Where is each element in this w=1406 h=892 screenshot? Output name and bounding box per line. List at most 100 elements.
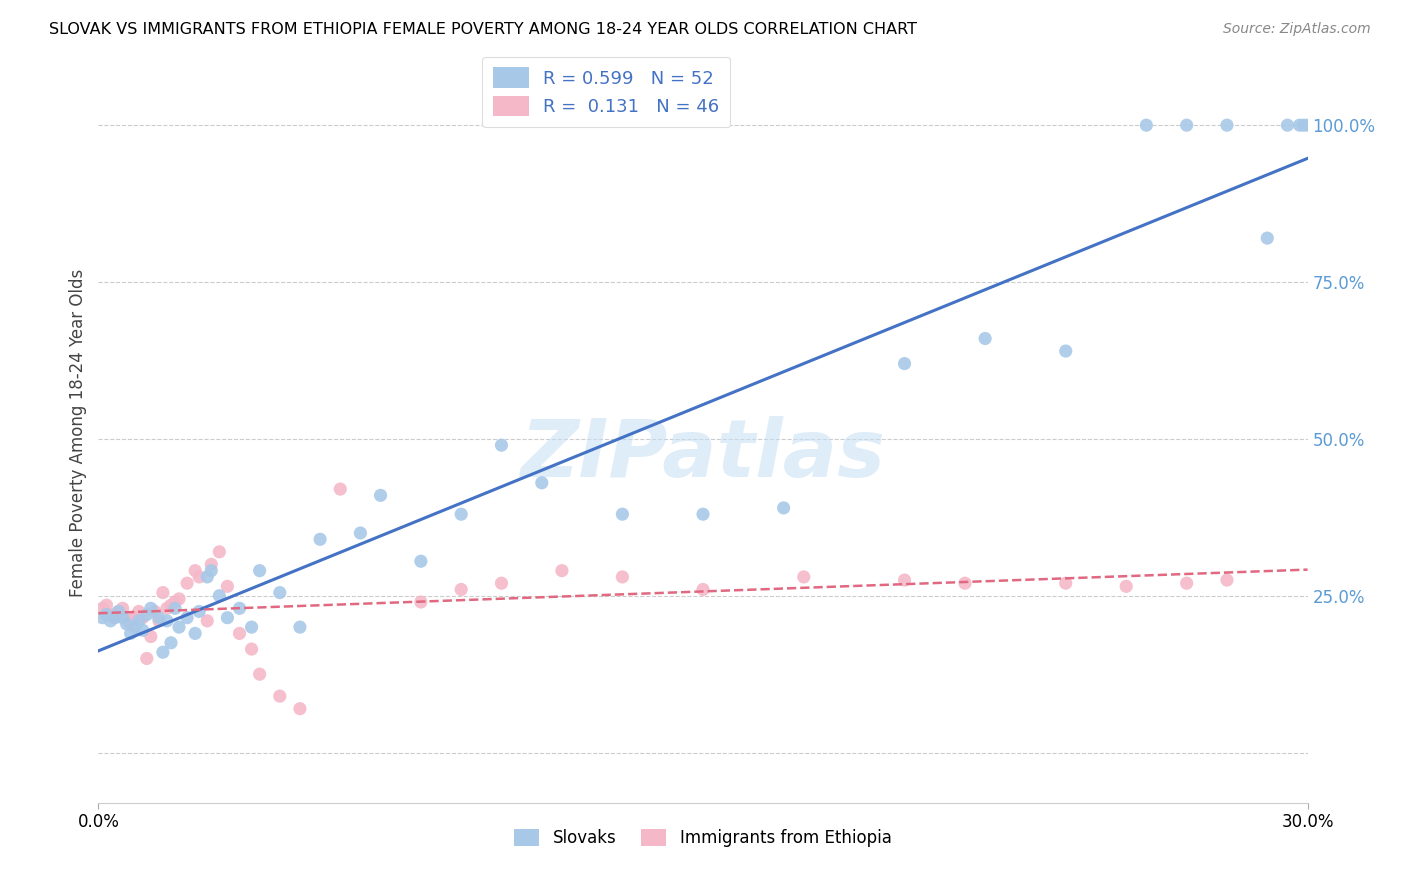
Point: [1175, 576, 1198, 591]
Point: [96, 598, 118, 612]
Point: [450, 507, 472, 521]
Point: [103, 611, 125, 625]
Point: [1216, 118, 1239, 132]
Point: [167, 620, 190, 634]
Point: [160, 598, 183, 612]
Point: [772, 500, 794, 515]
Point: [188, 604, 211, 618]
Point: [1296, 118, 1319, 132]
Point: [91, 611, 114, 625]
Point: [409, 595, 432, 609]
Point: [96, 607, 118, 622]
Point: [1115, 579, 1137, 593]
Point: [240, 620, 263, 634]
Point: [953, 576, 976, 591]
Point: [228, 626, 250, 640]
Point: [692, 507, 714, 521]
Point: [111, 601, 134, 615]
Point: [1135, 118, 1157, 132]
Point: [1292, 118, 1315, 132]
Point: [491, 438, 513, 452]
Point: [135, 607, 157, 622]
Point: [530, 475, 553, 490]
Point: [309, 533, 332, 547]
Point: [184, 626, 207, 640]
Point: [217, 579, 239, 593]
Point: [893, 357, 915, 371]
Point: [692, 582, 714, 597]
Point: [188, 570, 211, 584]
Point: [107, 604, 129, 618]
Point: [100, 614, 122, 628]
Point: [370, 488, 392, 502]
Point: [111, 611, 134, 625]
Point: [269, 585, 291, 599]
Point: [208, 589, 231, 603]
Point: [329, 482, 352, 496]
Point: [893, 573, 915, 587]
Point: [288, 701, 311, 715]
Point: [1288, 118, 1310, 132]
Point: [107, 604, 129, 618]
Point: [491, 576, 513, 591]
Point: [974, 331, 997, 345]
Point: [240, 642, 263, 657]
Point: [1054, 344, 1077, 359]
Point: [163, 601, 186, 615]
Text: SLOVAK VS IMMIGRANTS FROM ETHIOPIA FEMALE POVERTY AMONG 18-24 YEAR OLDS CORRELAT: SLOVAK VS IMMIGRANTS FROM ETHIOPIA FEMAL…: [49, 22, 917, 37]
Point: [132, 611, 155, 625]
Point: [124, 611, 146, 625]
Point: [156, 601, 179, 615]
Point: [288, 620, 311, 634]
Point: [228, 601, 250, 615]
Point: [176, 576, 198, 591]
Point: [200, 558, 222, 572]
Point: [163, 595, 186, 609]
Point: [195, 614, 218, 628]
Point: [200, 564, 222, 578]
Point: [103, 611, 125, 625]
Point: [143, 604, 166, 618]
Point: [793, 570, 815, 584]
Text: Source: ZipAtlas.com: Source: ZipAtlas.com: [1223, 22, 1371, 37]
Point: [115, 611, 138, 625]
Point: [120, 626, 142, 640]
Point: [551, 564, 574, 578]
Point: [152, 585, 174, 599]
Point: [1216, 573, 1239, 587]
Point: [120, 617, 142, 632]
Point: [100, 607, 122, 622]
Point: [1054, 576, 1077, 591]
Point: [128, 614, 150, 628]
Point: [139, 601, 162, 615]
Point: [128, 604, 150, 618]
Point: [148, 614, 170, 628]
Point: [1277, 118, 1299, 132]
Point: [156, 614, 179, 628]
Point: [450, 582, 472, 597]
Point: [152, 645, 174, 659]
Point: [612, 507, 634, 521]
Y-axis label: Female Poverty Among 18-24 Year Olds: Female Poverty Among 18-24 Year Olds: [69, 268, 87, 597]
Point: [176, 611, 198, 625]
Point: [409, 554, 432, 568]
Text: ZIPatlas: ZIPatlas: [520, 416, 886, 494]
Point: [167, 591, 190, 606]
Point: [217, 611, 239, 625]
Point: [269, 689, 291, 703]
Point: [249, 667, 271, 681]
Point: [124, 620, 146, 634]
Point: [1256, 231, 1278, 245]
Point: [612, 570, 634, 584]
Legend: Slovaks, Immigrants from Ethiopia: Slovaks, Immigrants from Ethiopia: [508, 822, 898, 854]
Point: [195, 570, 218, 584]
Point: [139, 630, 162, 644]
Point: [184, 564, 207, 578]
Point: [1175, 118, 1198, 132]
Point: [249, 564, 271, 578]
Point: [91, 601, 114, 615]
Point: [148, 611, 170, 625]
Point: [132, 624, 155, 638]
Point: [208, 545, 231, 559]
Point: [115, 617, 138, 632]
